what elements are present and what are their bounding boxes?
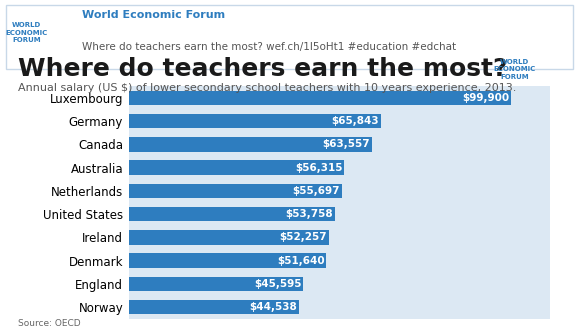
FancyBboxPatch shape — [6, 5, 573, 69]
Text: $51,640: $51,640 — [277, 256, 325, 266]
Text: $55,697: $55,697 — [292, 186, 340, 196]
Text: $52,257: $52,257 — [279, 232, 327, 242]
Text: $63,557: $63,557 — [322, 139, 370, 149]
Text: Annual salary (US $) of lower secondary school teachers with 10 years experience: Annual salary (US $) of lower secondary … — [18, 83, 516, 93]
Text: WORLD
ECONOMIC
FORUM: WORLD ECONOMIC FORUM — [494, 59, 536, 80]
Text: $53,758: $53,758 — [285, 209, 333, 219]
Text: $99,900: $99,900 — [462, 93, 510, 103]
Text: WORLD
ECONOMIC
FORUM: WORLD ECONOMIC FORUM — [5, 22, 47, 43]
Bar — [129, 300, 300, 314]
Bar — [129, 253, 326, 268]
Bar — [129, 184, 342, 198]
Bar — [129, 137, 372, 152]
Text: $45,595: $45,595 — [254, 279, 301, 289]
Text: World Economic Forum: World Economic Forum — [82, 10, 225, 20]
Text: $65,843: $65,843 — [331, 116, 379, 126]
Bar — [129, 207, 335, 221]
Bar — [129, 114, 381, 128]
Text: Where do teachers earn the most? wef.ch/1l5oHt1 #education #edchat: Where do teachers earn the most? wef.ch/… — [82, 42, 456, 52]
Text: $56,315: $56,315 — [295, 163, 342, 173]
Bar — [129, 91, 511, 105]
Text: $44,538: $44,538 — [250, 302, 297, 312]
Bar — [129, 277, 303, 291]
Bar — [129, 230, 329, 245]
Text: Where do teachers earn the most?: Where do teachers earn the most? — [18, 57, 507, 81]
Text: Source: OECD: Source: OECD — [18, 319, 80, 328]
Bar — [129, 160, 345, 175]
